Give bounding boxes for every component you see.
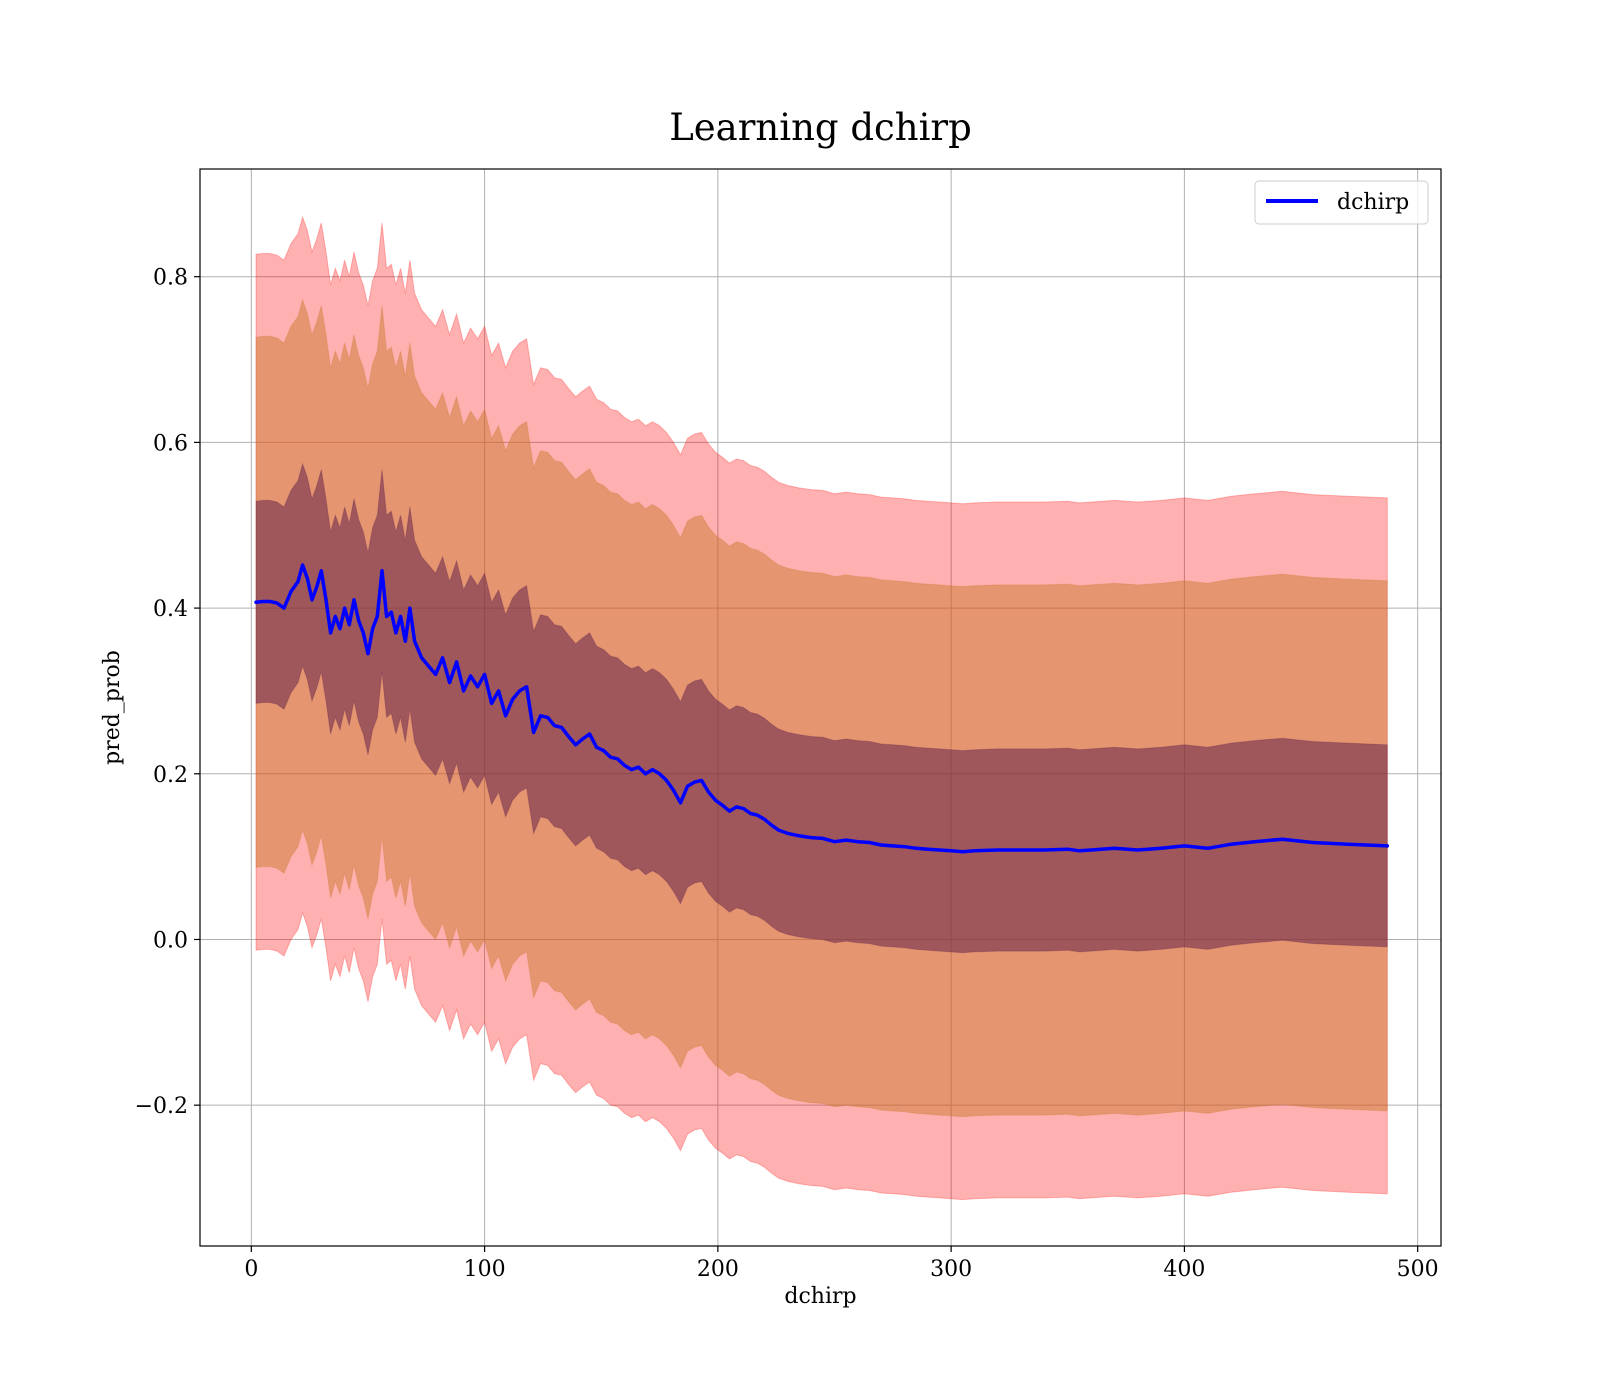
x-tick-label: 0 (244, 1257, 258, 1282)
outer-band (255, 215, 1388, 1201)
y-tick-label: −0.2 (135, 1094, 188, 1119)
plot-frame (199, 168, 1442, 1247)
y-axis-label: pred_prob (100, 650, 125, 765)
chart-title: Learning dchirp (669, 106, 972, 149)
x-tick-label: 100 (464, 1257, 506, 1282)
y-axis-ticks: −0.2 0.0 0.2 0.4 0.6 0.8 (135, 266, 200, 1119)
legend: dchirp (1254, 180, 1429, 225)
inner-band (255, 462, 1388, 954)
x-tick-label: 200 (697, 1257, 739, 1282)
x-tick-label: 400 (1163, 1257, 1205, 1282)
line-layer (254, 563, 1390, 854)
y-tick-label: 0.0 (153, 928, 188, 953)
x-axis-label: dchirp (784, 1284, 856, 1309)
legend-box (1254, 180, 1429, 225)
y-tick-label: 0.4 (153, 597, 188, 622)
series-line-dchirp (254, 563, 1390, 854)
x-axis-ticks: 0 100 200 300 400 500 (244, 1246, 1439, 1282)
y-tick-label: 0.8 (153, 266, 188, 291)
y-tick-label: 0.2 (153, 763, 188, 788)
x-tick-label: 500 (1397, 1257, 1439, 1282)
band-layer (255, 215, 1388, 1201)
y-tick-label: 0.6 (153, 431, 188, 456)
legend-entry-dchirp: dchirp (1337, 190, 1409, 215)
x-tick-label: 300 (930, 1257, 972, 1282)
